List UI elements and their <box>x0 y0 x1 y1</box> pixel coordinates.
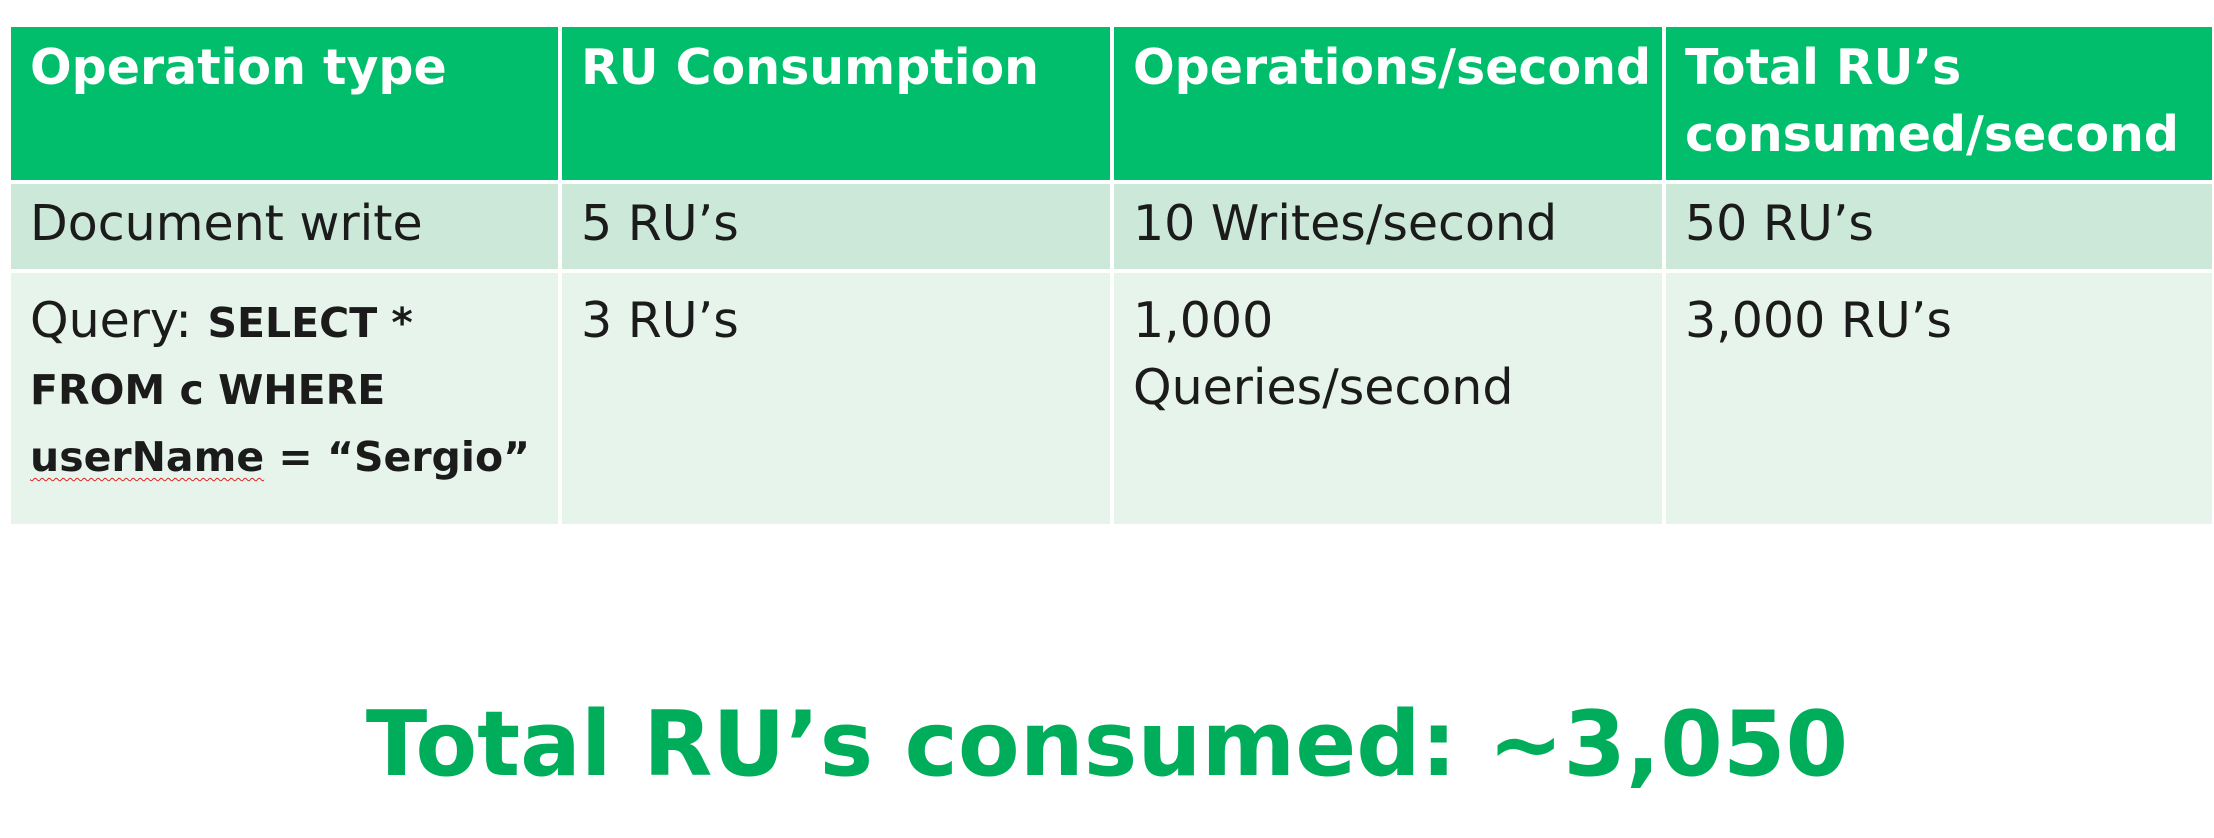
query-code-part1: SELECT * FROM c WHERE <box>30 299 413 414</box>
row-query-ops: 1,000 Queries/second <box>1114 273 1662 524</box>
total-ru-summary: Total RU’s consumed: ~3,050 <box>365 692 1849 797</box>
header-ru-consumption: RU Consumption <box>562 27 1110 180</box>
row-document-write-ru: 5 RU’s <box>562 184 1110 269</box>
row-document-write-total: 50 RU’s <box>1666 184 2212 269</box>
header-operation-type: Operation type <box>11 27 558 180</box>
query-code-part2: = “Sergio” <box>264 433 531 481</box>
row-query-operation: Query: SELECT * FROM c WHERE userName = … <box>11 273 558 524</box>
row-query-ru: 3 RU’s <box>562 273 1110 524</box>
header-total-ru-consumed: Total RU’s consumed/second <box>1666 27 2212 180</box>
query-field-name: userName <box>30 433 265 481</box>
row-document-write-operation: Document write <box>11 184 558 269</box>
row-document-write-ops: 10 Writes/second <box>1114 184 1662 269</box>
row-query-total: 3,000 RU’s <box>1666 273 2212 524</box>
query-prefix: Query: <box>30 292 208 349</box>
header-operations-per-second: Operations/second <box>1114 27 1662 180</box>
ru-consumption-table: Operation type RU Consumption Operations… <box>11 27 2212 524</box>
